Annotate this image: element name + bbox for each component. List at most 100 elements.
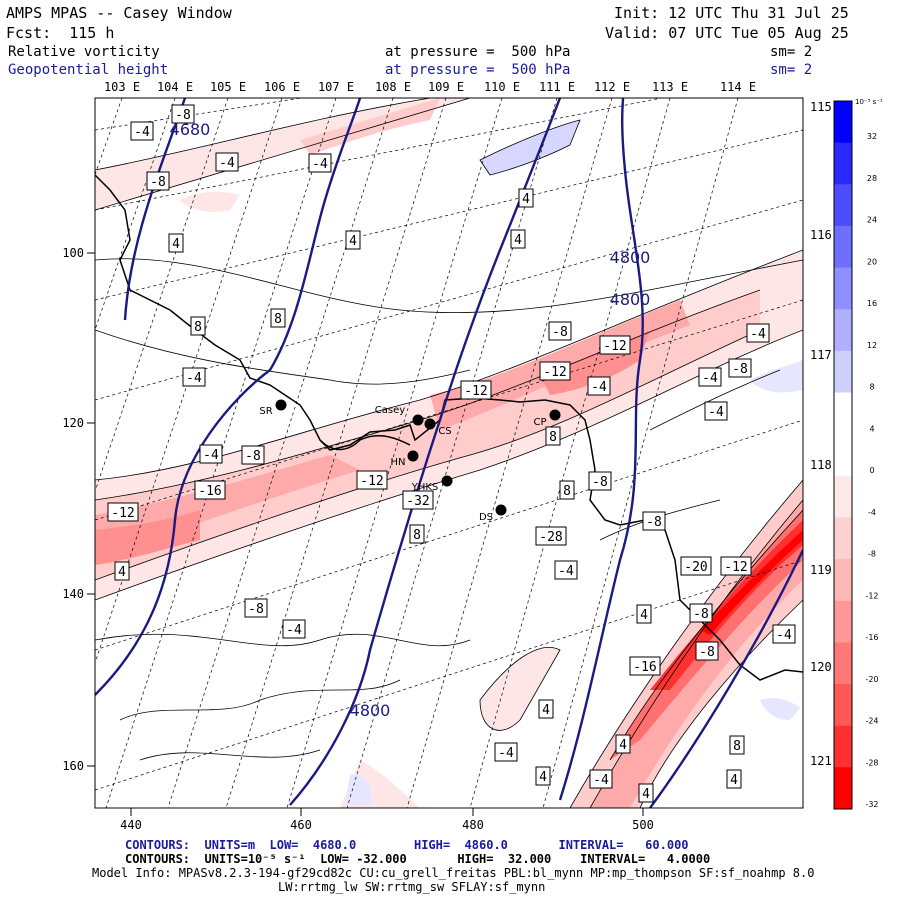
vorticity-label-box [215, 152, 239, 172]
x-tick-label: 440 [120, 818, 142, 832]
lon-label-top: 109 E [428, 80, 464, 94]
colorbar-label: -4 [868, 508, 876, 517]
forecast-hour: Fcst: 115 h [6, 24, 115, 42]
vorticity-label-box [114, 561, 130, 581]
vorticity-label: -4 [286, 623, 302, 638]
colorbar-label: 32 [867, 132, 877, 141]
lon-label-right-bg [806, 754, 838, 768]
colorbar-swatch [834, 642, 852, 685]
colorbar-unit: 10⁻⁵ s⁻¹ [855, 98, 883, 106]
y-tick-label: 120 [62, 416, 84, 430]
vorticity-label-box [588, 471, 612, 491]
vorticity-label-box [130, 121, 154, 141]
lon-label-right-bg [806, 458, 838, 472]
vorticity-label-box [642, 511, 666, 531]
station-marker [549, 409, 561, 421]
vorticity-label: -4 [750, 327, 766, 342]
lon-label-right-bg [806, 563, 838, 577]
colorbar-swatch [834, 392, 852, 435]
colorbar-swatch [834, 225, 852, 269]
height-contour-label: 4680 [170, 120, 211, 139]
vorticity-label: -8 [552, 325, 568, 340]
vorticity-label-box [494, 742, 518, 762]
vorticity-label-box [698, 367, 722, 387]
field1-level: at pressure = 500 hPa [385, 44, 571, 60]
field1-smoothing: sm= 2 [770, 44, 813, 60]
vorticity-label: -8 [732, 362, 748, 377]
init-time: Init: 12 UTC Thu 31 Jul 25 [614, 4, 849, 22]
valid-time: Valid: 07 UTC Tue 05 Aug 25 [605, 24, 849, 42]
station-marker [441, 475, 453, 487]
vorticity-label: -4 [702, 371, 718, 386]
lon-label-right-bg [806, 228, 838, 242]
vorticity-label-box [729, 735, 745, 755]
station-marker [412, 414, 424, 426]
vorticity-label: -4 [203, 448, 219, 463]
lon-label-top: 103 E [104, 80, 140, 94]
vorticity-label-box [535, 526, 567, 546]
colorbar-label: -32 [865, 800, 878, 809]
footer-height-contours: CONTOURS: UNITS=m LOW= 4680.0 HIGH= 4860… [125, 838, 689, 852]
vorticity-label-box [720, 556, 752, 576]
vorticity-label-box [545, 426, 561, 446]
vorticity-label: -12 [724, 560, 747, 575]
vorticity-label: 4 [542, 703, 550, 718]
colorbar-swatch [834, 267, 852, 310]
vorticity-label: 4 [539, 770, 547, 785]
colorbar-swatch [834, 559, 852, 602]
vorticity-label: -4 [591, 380, 607, 395]
vorticity-label-box [629, 656, 661, 676]
vorticity-label: -12 [360, 474, 383, 489]
x-tick-label: 460 [290, 818, 312, 832]
vorticity-label: -8 [175, 108, 191, 123]
x-axis: 440 460 480 500 [120, 808, 654, 832]
vorticity-label-box [107, 502, 139, 522]
colorbar-swatch [834, 725, 852, 768]
height-contour-label: 4800 [610, 248, 651, 267]
colorbar-label: 16 [867, 299, 877, 308]
vorticity-label-box [559, 480, 575, 500]
vorticity-label: 8 [549, 430, 557, 445]
colorbar-swatch [834, 517, 852, 560]
vorticity-label: -8 [245, 449, 261, 464]
vorticity-label-box [589, 769, 613, 789]
station-marker [275, 399, 287, 411]
vorticity-label-box [282, 619, 306, 639]
colorbar-swatch [834, 600, 852, 643]
lon-top-labels: 103 E 104 E 105 E 106 E 107 E 108 E 109 E 110 E… [104, 80, 756, 94]
vorticity-label-box [168, 233, 184, 253]
vorticity-label: 4 [642, 787, 650, 802]
coastline [95, 174, 803, 681]
vorticity-label-box [244, 598, 268, 618]
vorticity-label: 4 [730, 773, 738, 788]
colorbar-swatch [834, 142, 852, 185]
vorticity-label: 4 [514, 233, 522, 248]
vorticity-label-box [704, 401, 728, 421]
vorticity-label: -8 [646, 515, 662, 530]
lon-label-top: 113 E [652, 80, 688, 94]
station-label: YHKS [411, 482, 439, 493]
vorticity-label: -12 [603, 339, 626, 354]
vorticity-label: -8 [699, 645, 715, 660]
station-label: CS [438, 426, 451, 437]
vorticity-label: 4 [619, 738, 627, 753]
lon-label-top: 106 E [264, 80, 300, 94]
vorticity-label-box [308, 153, 332, 173]
vorticity-label: -4 [593, 773, 609, 788]
vorticity-label-box [615, 734, 631, 754]
height-label-group: 4680 4800 4800 4800 [170, 120, 651, 720]
vorticity-label-box [146, 171, 170, 191]
lon-label-top: 107 E [318, 80, 354, 94]
y-axis: 100 120 140 160 [62, 246, 95, 773]
vorticity-label-box [599, 335, 631, 355]
lon-label-top: 110 E [484, 80, 520, 94]
lon-label-top: 108 E [375, 80, 411, 94]
vorticity-label-box [171, 104, 195, 124]
station-label: Casey [375, 405, 405, 416]
vorticity-label: 8 [563, 484, 571, 499]
colorbar-label: 0 [869, 466, 874, 475]
vorticity-label: -4 [134, 125, 150, 140]
vorticity-label-box [587, 376, 611, 396]
vorticity-label-box [548, 321, 572, 341]
vorticity-label-box [538, 699, 554, 719]
